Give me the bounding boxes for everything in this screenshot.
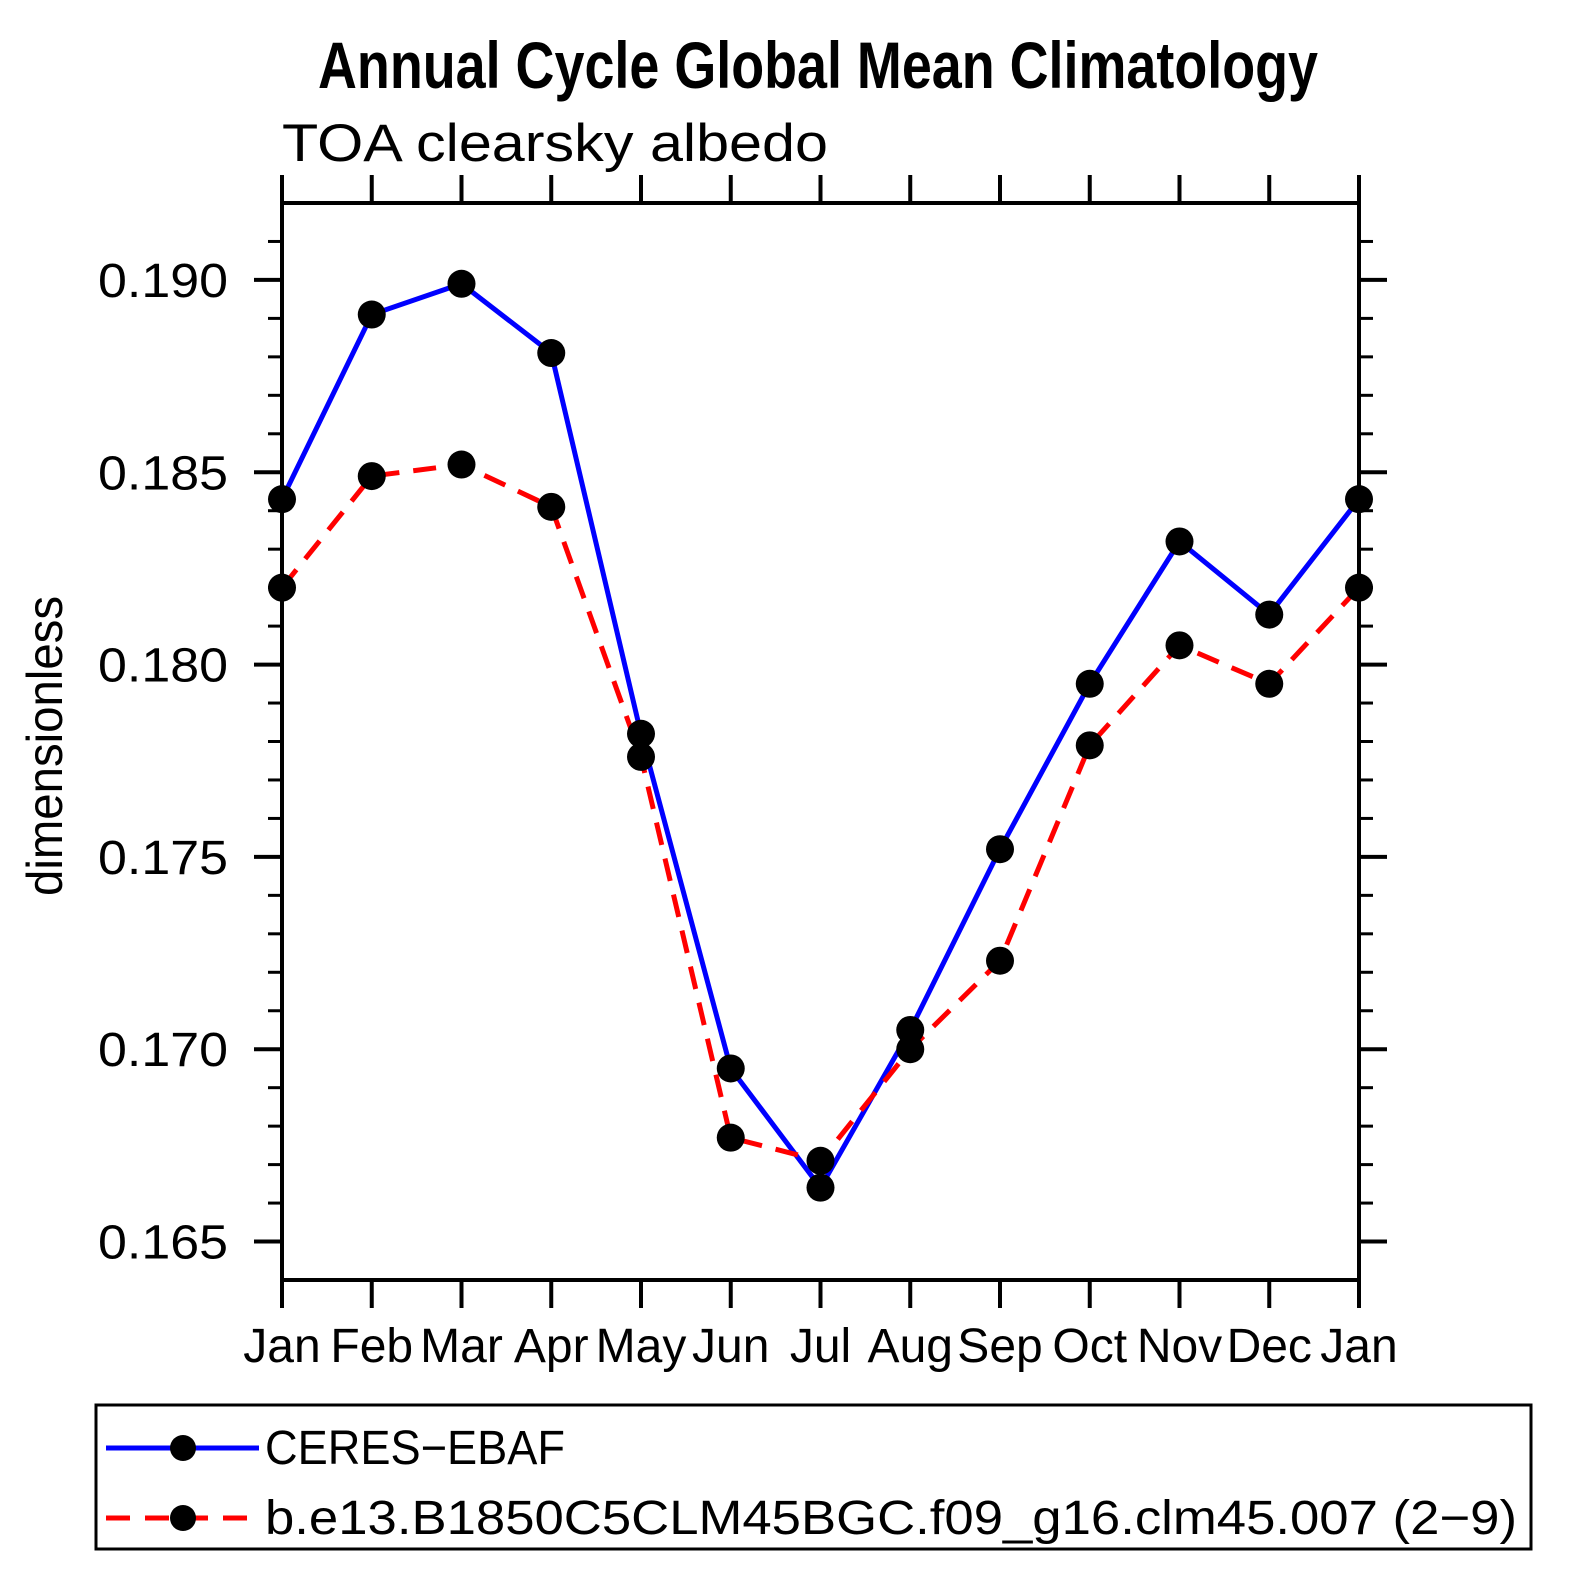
data-point-marker-1 bbox=[896, 1035, 925, 1064]
series-line-0 bbox=[279, 281, 1361, 1191]
data-point-marker-1 bbox=[716, 1123, 745, 1152]
legend-sample-marker-0 bbox=[170, 1435, 196, 1461]
month-label: May bbox=[596, 1320, 687, 1373]
y-tick-label: 0.165 bbox=[98, 1217, 228, 1270]
month-label: Jul bbox=[790, 1320, 851, 1373]
data-point-marker-0 bbox=[447, 269, 476, 298]
month-label: Dec bbox=[1227, 1320, 1312, 1373]
month-label: Feb bbox=[330, 1320, 413, 1373]
data-point-marker-1 bbox=[1165, 631, 1194, 660]
y-tick-label: 0.190 bbox=[98, 255, 228, 308]
data-point-marker-1 bbox=[357, 462, 386, 491]
data-point-marker-0 bbox=[627, 719, 655, 748]
data-point-marker-0 bbox=[357, 300, 386, 329]
data-point-marker-0 bbox=[716, 1054, 745, 1083]
series-line-1 bbox=[280, 462, 1361, 1164]
y-axis-label: dimensionless bbox=[17, 596, 73, 896]
month-label: Jan bbox=[1320, 1320, 1397, 1373]
month-label: Nov bbox=[1137, 1320, 1222, 1373]
y-tick-label: 0.180 bbox=[98, 640, 228, 693]
data-point-marker-1 bbox=[806, 1146, 835, 1175]
data-point-marker-0 bbox=[806, 1173, 835, 1202]
legend-box bbox=[94, 1403, 1533, 1551]
data-point-marker-0 bbox=[1075, 669, 1104, 698]
data-point-marker-1 bbox=[1255, 669, 1284, 698]
data-point-marker-0 bbox=[986, 835, 1014, 864]
month-label: Sep bbox=[957, 1320, 1042, 1373]
data-point-marker-0 bbox=[896, 1015, 925, 1044]
y-tick-label: 0.185 bbox=[98, 447, 228, 500]
chart-subtitle: TOA clearsky albedo bbox=[282, 114, 828, 173]
page-title: Annual Cycle Global Mean Climatology bbox=[318, 28, 1318, 102]
month-label: Aug bbox=[868, 1320, 953, 1373]
data-point-marker-1 bbox=[268, 573, 296, 602]
data-point-marker-0 bbox=[1255, 600, 1284, 629]
month-label: Apr bbox=[514, 1320, 589, 1373]
data-point-marker-0 bbox=[1345, 485, 1373, 514]
month-label: Jun bbox=[692, 1320, 769, 1373]
y-tick-label: 0.170 bbox=[98, 1024, 228, 1077]
data-point-marker-1 bbox=[1345, 573, 1373, 602]
data-point-marker-1 bbox=[447, 450, 476, 479]
month-label: Mar bbox=[420, 1320, 503, 1373]
data-point-marker-0 bbox=[537, 339, 566, 368]
data-point-marker-1 bbox=[537, 492, 566, 521]
plot-frame bbox=[280, 201, 1361, 1282]
data-point-marker-1 bbox=[627, 742, 655, 771]
month-label: Jan bbox=[243, 1320, 320, 1373]
data-point-marker-1 bbox=[1075, 731, 1104, 760]
data-point-marker-0 bbox=[1165, 527, 1194, 556]
y-tick-label: 0.175 bbox=[98, 832, 228, 885]
legend: CERES−EBAF b.e13.B1850C5CLM45BGC.f09_g16… bbox=[94, 1403, 1533, 1551]
data-point-marker-1 bbox=[986, 946, 1014, 975]
legend-sample-marker-1 bbox=[170, 1505, 196, 1531]
month-label: Oct bbox=[1052, 1320, 1127, 1373]
legend-label-ceres-ebaf: CERES−EBAF bbox=[265, 1422, 565, 1475]
legend-label-model-case: b.e13.B1850C5CLM45BGC.f09_g16.clm45.007 … bbox=[265, 1492, 1517, 1545]
data-point-marker-0 bbox=[268, 485, 296, 514]
